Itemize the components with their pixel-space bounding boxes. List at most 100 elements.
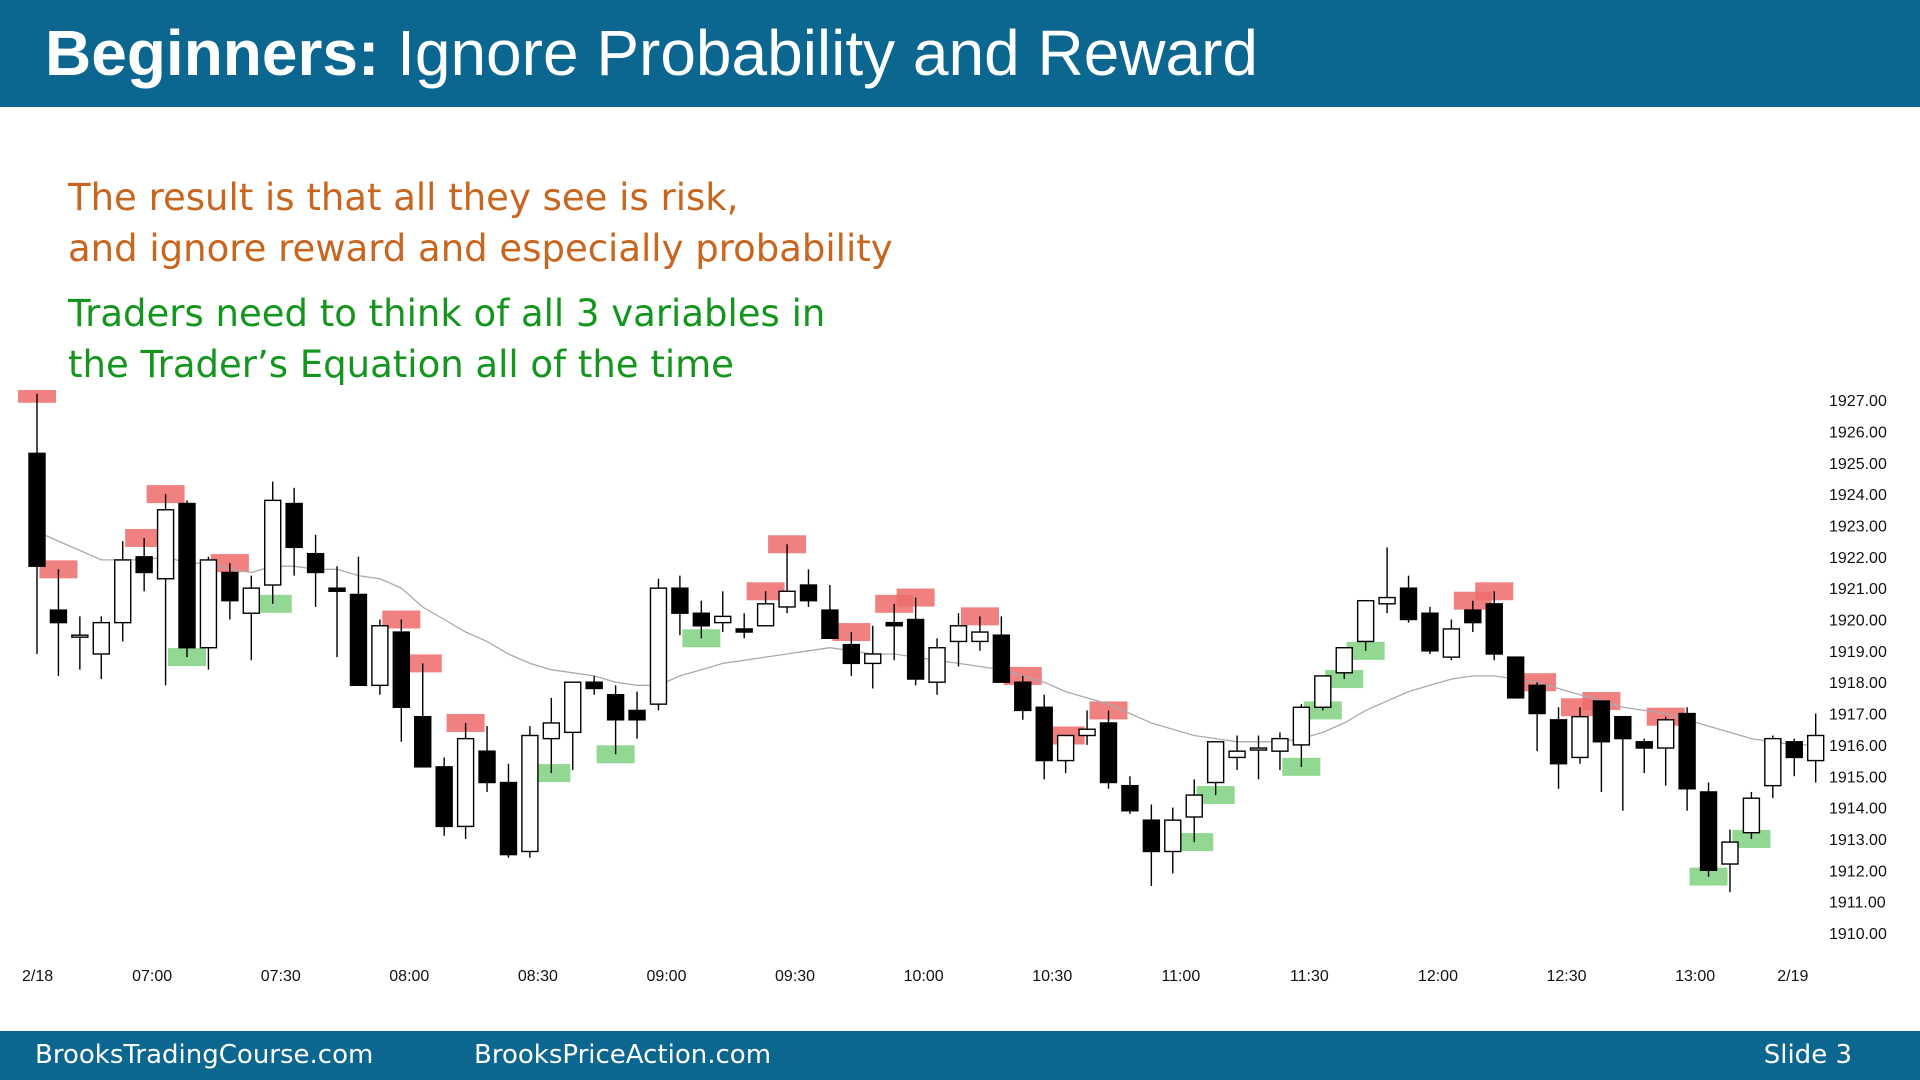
candle-body-44 [971,631,989,643]
y-tick-label-4: 1923.00 [1829,518,1887,535]
candle-6 [156,494,175,686]
candle-78 [1699,782,1718,877]
candle-53 [1164,807,1182,874]
candle-30 [671,575,689,636]
candle-body-76 [1656,719,1675,749]
candle-body-49 [1078,728,1096,737]
candle-body-81 [1764,737,1782,787]
x-tick-label-0: 2/18 [22,968,53,985]
slide-title-bold: Beginners: [45,17,380,89]
candle-41 [906,597,925,686]
candle-body-6 [156,509,175,580]
candle-13 [306,534,325,607]
candle-body-16 [371,625,389,687]
candle-body-14 [328,587,346,592]
x-tick-label-4: 08:30 [518,968,558,985]
candle-17 [392,619,411,742]
candle-3 [92,616,110,680]
candle-50 [1099,710,1118,789]
candle-body-58 [1271,737,1289,752]
candle-20 [456,722,475,839]
candle-body-61 [1335,647,1353,674]
candle-55 [1206,741,1225,796]
candle-46 [1014,675,1032,720]
slide-title: Beginners: Ignore Probability and Reward [45,16,1258,90]
candle-body-21 [478,750,496,784]
candle-80 [1742,791,1761,839]
candle-body-35 [778,590,796,608]
x-tick-label-9: 11:00 [1161,968,1200,985]
candle-body-32 [714,615,732,624]
candle-24 [542,697,561,774]
candle-body-17 [392,631,411,708]
candle-body-64 [1399,587,1418,621]
candle-77 [1678,707,1696,811]
y-axis: 1927.00 1926.00 1925.00 1924.00 1923.00 1922.… [1829,393,1887,943]
candle-body-11 [264,499,282,586]
candle-74 [1614,715,1632,811]
candle-83 [1806,713,1825,783]
candle-12 [285,487,303,576]
candle-62 [1356,599,1375,651]
x-tick-label-6: 09:30 [775,968,815,985]
candle-69 [1506,656,1525,699]
candle-36 [799,569,818,607]
candle-body-82 [1785,741,1803,759]
bear-signal-highlight-44 [960,607,999,626]
candle-8 [199,556,218,670]
candle-47 [1035,694,1053,780]
candle-38 [842,632,861,676]
candle-4 [114,541,132,642]
candle-43 [949,613,968,667]
y-tick-label-6: 1921.00 [1829,581,1887,598]
risk-text-line-1: The result is that all they see is risk, [68,176,739,219]
y-tick-label-13: 1914.00 [1829,801,1887,818]
candle-34 [756,591,775,627]
x-tick-label-10: 11:30 [1290,968,1329,985]
candle-body-71 [1549,719,1568,765]
candle-body-24 [542,722,561,740]
candle-82 [1785,738,1803,777]
equation-text: Traders need to think of all 3 variables… [68,288,825,390]
candle-79 [1721,829,1739,893]
bull-signal-highlight-11 [253,594,292,613]
candle-5 [135,537,153,592]
candle-body-51 [1121,784,1139,812]
candle-71 [1549,707,1568,789]
x-tick-label-13: 13:00 [1675,968,1715,985]
ema-line [36,531,1816,746]
candle-body-30 [671,587,689,614]
candle-15 [349,556,368,687]
candle-body-41 [906,618,925,680]
x-tick-label-1: 07:00 [132,968,172,985]
candle-body-78 [1699,791,1718,871]
candle-body-23 [521,734,539,853]
slide-number: Slide 3 [1763,1040,1852,1070]
bear-signal-highlight-1 [39,560,78,579]
candle-body-67 [1464,609,1482,624]
candle-body-38 [842,643,861,665]
equation-text-line-2: the Trader’s Equation all of the time [68,343,734,386]
candle-body-52 [1142,819,1161,853]
candle-39 [864,625,882,689]
x-tick-label-12: 12:30 [1547,968,1587,985]
candle-2 [71,616,89,670]
candle-9 [221,563,239,620]
candle-body-56 [1228,750,1246,759]
candle-body-79 [1721,841,1739,865]
y-tick-label-8: 1919.00 [1829,644,1887,661]
candle-1 [49,569,68,676]
candle-44 [971,616,989,651]
candle-body-2 [71,634,89,638]
candle-body-66 [1442,628,1461,658]
y-tick-label-9: 1918.00 [1829,675,1887,692]
candle-body-39 [864,653,882,665]
candle-25 [564,681,582,770]
candlestick-layer [28,393,1825,893]
candle-72 [1571,707,1589,764]
candle-65 [1421,606,1439,654]
slide-title-rest: Ignore Probability and Reward [397,17,1258,89]
candle-body-70 [1528,684,1546,715]
candle-31 [692,600,711,639]
candle-body-73 [1592,700,1611,743]
